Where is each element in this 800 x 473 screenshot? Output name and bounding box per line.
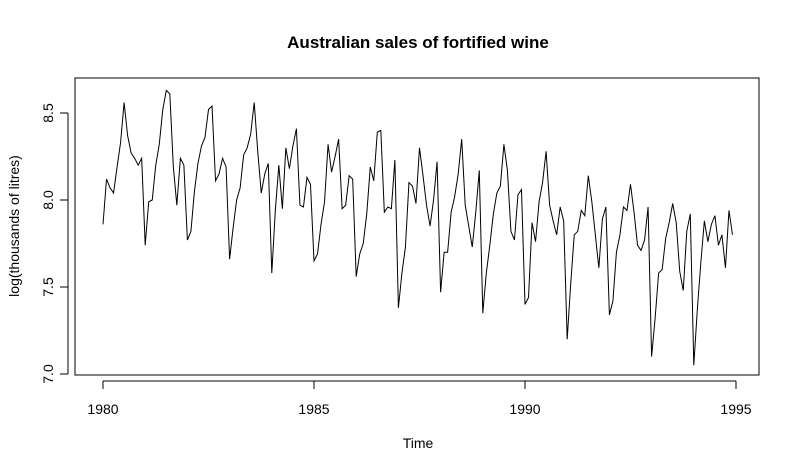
x-tick-label: 1980 [87,401,118,417]
series-line [102,89,733,366]
series-layer [102,89,733,366]
x-axis-label: Time [403,435,434,451]
x-tick-label: 1985 [298,401,329,417]
x-tick-label: 1995 [720,401,751,417]
y-axis: 7.0 7.5 8.0 8.5 [40,103,69,384]
x-tick-label: 1990 [509,401,540,417]
y-tick-label: 8.5 [40,103,56,123]
y-tick-label: 7.0 [40,364,56,384]
x-axis: 1980 1985 1990 1995 [87,380,752,417]
chart-title: Australian sales of fortified wine [287,33,549,52]
y-axis-label: log(thousands of litres) [6,155,22,297]
y-tick-label: 8.0 [40,190,56,210]
y-tick-label: 7.5 [40,277,56,297]
plot-frame [74,77,760,376]
